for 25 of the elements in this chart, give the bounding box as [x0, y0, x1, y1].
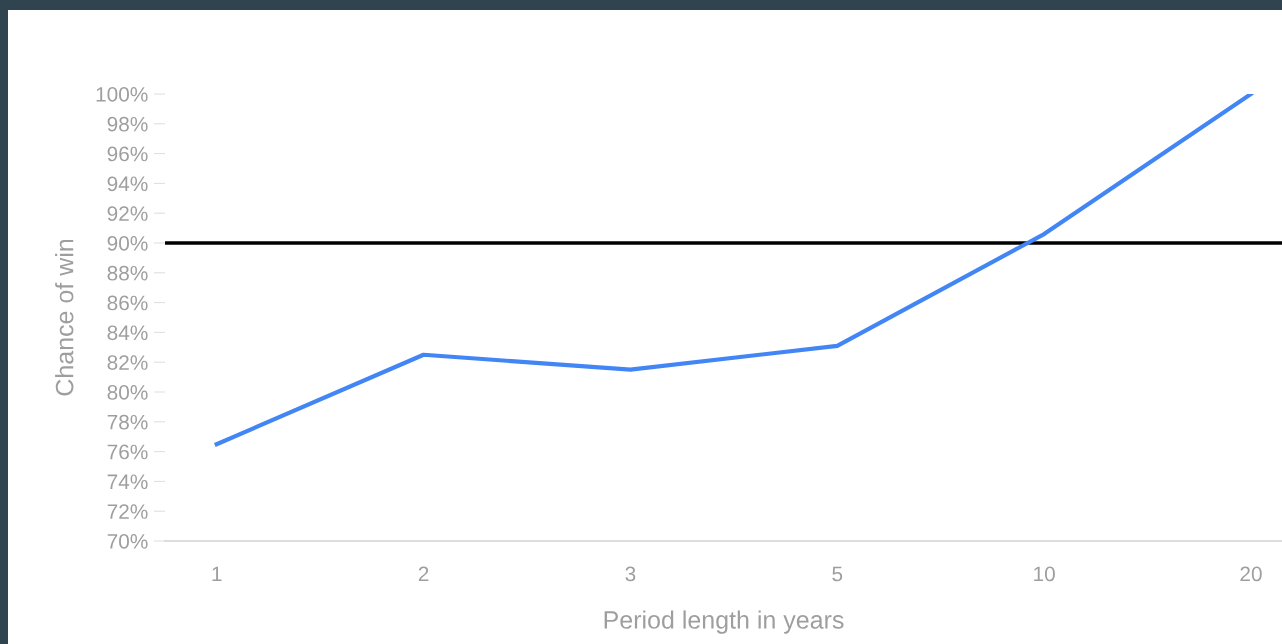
y-tick-label: 94% [107, 176, 148, 192]
x-tick-label: 5 [832, 566, 843, 582]
x-tick-label: 10 [1034, 566, 1055, 582]
y-tick-label: 72% [107, 504, 148, 519]
x-tick-label: 20 [1240, 566, 1262, 582]
y-tick-label: 90% [107, 236, 148, 251]
y-tick-label: 92% [107, 206, 148, 221]
x-tick-label: 1 [212, 566, 222, 582]
x-axis-title: Period length in years [604, 610, 844, 634]
y-tick-label: 88% [107, 265, 148, 281]
y-tick-label: 70% [107, 534, 148, 549]
y-tick-label: 84% [107, 325, 148, 341]
y-tick-label: 100% [96, 87, 148, 102]
y-tick-label: 74% [107, 474, 148, 490]
line-series [214, 94, 1254, 447]
y-tick-label: 98% [107, 116, 148, 132]
y-tick-label: 82% [107, 355, 148, 370]
y-tick-label: 78% [107, 414, 148, 430]
y-tick-label: 86% [107, 295, 148, 311]
y-tick-label: 80% [107, 385, 148, 400]
y-axis-title: Chance of win [55, 239, 74, 396]
y-tick-label: 76% [107, 444, 148, 460]
x-tick-label: 2 [418, 566, 429, 582]
y-tick-label: 96% [107, 146, 148, 162]
x-tick-label: 3 [625, 566, 636, 582]
